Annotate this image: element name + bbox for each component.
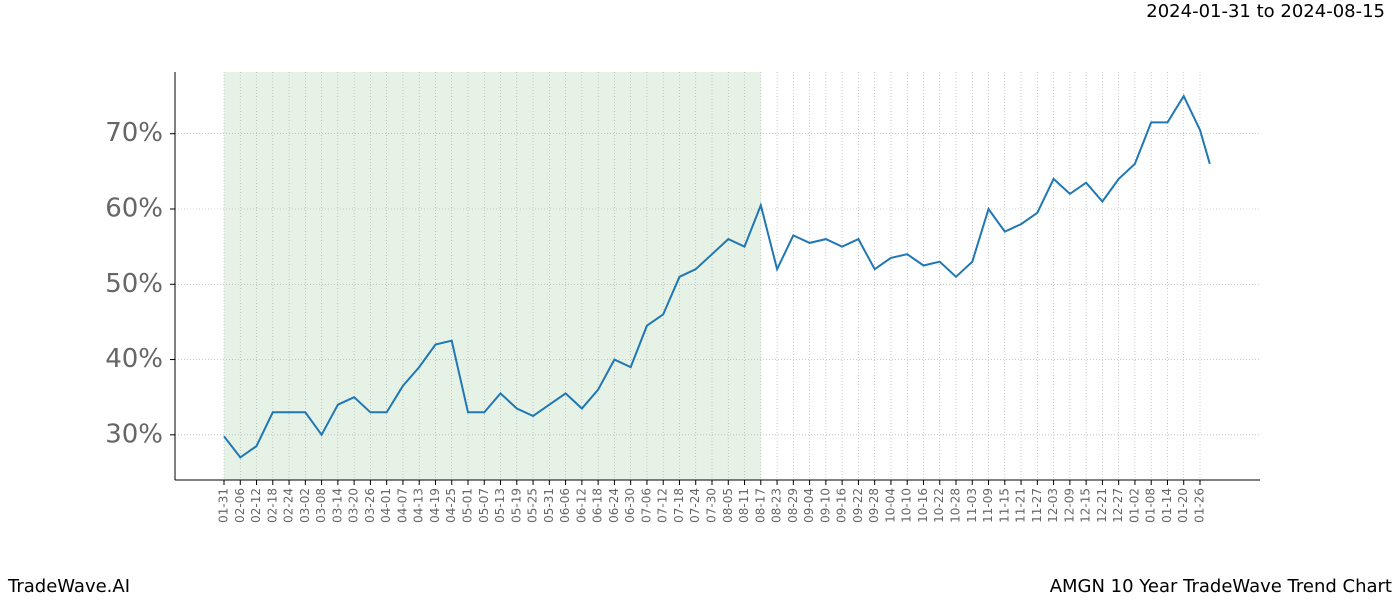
x-tick-label: 12-21 — [1095, 488, 1109, 523]
x-tick-label: 10-10 — [900, 488, 914, 523]
x-tick-label: 12-27 — [1111, 488, 1125, 523]
x-tick-label: 04-01 — [379, 488, 393, 523]
x-tick-label: 01-02 — [1127, 488, 1141, 523]
x-tick-label: 04-13 — [412, 488, 426, 523]
x-tick-label: 12-15 — [1079, 488, 1093, 523]
x-tick-label: 08-17 — [753, 488, 767, 523]
y-tick-label: 30% — [105, 419, 163, 449]
x-tick-label: 11-21 — [1014, 488, 1028, 523]
x-tick-label: 09-16 — [835, 488, 849, 523]
x-tick-label: 02-12 — [249, 488, 263, 523]
x-tick-label: 08-23 — [770, 488, 784, 523]
x-tick-label: 08-05 — [721, 488, 735, 523]
x-tick-label: 05-07 — [477, 488, 491, 523]
y-tick-label: 70% — [105, 118, 163, 148]
x-tick-label: 03-02 — [298, 488, 312, 523]
x-tick-label: 09-22 — [851, 488, 865, 523]
x-tick-label: 04-19 — [428, 488, 442, 523]
x-tick-label: 10-04 — [883, 488, 897, 523]
x-tick-label: 06-12 — [574, 488, 588, 523]
x-tick-label: 10-28 — [949, 488, 963, 523]
x-tick-label: 02-18 — [265, 488, 279, 523]
y-tick-label: 60% — [105, 194, 163, 224]
x-tick-label: 05-31 — [542, 488, 556, 523]
y-tick-label: 40% — [105, 344, 163, 374]
x-tick-label: 06-06 — [558, 488, 572, 523]
x-tick-label: 07-18 — [672, 488, 686, 523]
x-tick-label: 05-19 — [509, 488, 523, 523]
x-tick-label: 11-27 — [1030, 488, 1044, 523]
x-tick-label: 03-14 — [330, 488, 344, 523]
x-tick-label: 11-09 — [981, 488, 995, 523]
x-tick-label: 08-29 — [786, 488, 800, 523]
x-tick-label: 04-25 — [444, 488, 458, 523]
x-tick-label: 07-12 — [656, 488, 670, 523]
x-tick-label: 01-26 — [1193, 488, 1207, 523]
x-tick-label: 03-08 — [314, 488, 328, 523]
x-tick-label: 09-10 — [818, 488, 832, 523]
footer-right: AMGN 10 Year TradeWave Trend Chart — [1050, 576, 1392, 597]
x-tick-label: 10-16 — [916, 488, 930, 523]
x-tick-label: 11-03 — [965, 488, 979, 523]
x-tick-label: 06-30 — [623, 488, 637, 523]
x-tick-label: 12-09 — [1062, 488, 1076, 523]
x-tick-label: 08-11 — [737, 488, 751, 523]
y-tick-label: 50% — [105, 269, 163, 299]
trend-line — [223, 94, 1211, 459]
x-tick-label: 03-20 — [347, 488, 361, 523]
chart-title: 2024-01-31 to 2024-08-15 — [1146, 1, 1385, 22]
x-tick-label: 01-14 — [1160, 488, 1174, 523]
x-tick-label: 05-13 — [493, 488, 507, 523]
x-tick-label: 09-28 — [867, 488, 881, 523]
x-tick-label: 07-06 — [639, 488, 653, 523]
x-tick-label: 07-30 — [705, 488, 719, 523]
x-tick-label: 09-04 — [802, 488, 816, 523]
highlight-region — [224, 72, 761, 480]
x-tick-label: 06-18 — [591, 488, 605, 523]
x-tick-label: 04-07 — [395, 488, 409, 523]
x-tick-label: 01-20 — [1176, 488, 1190, 523]
x-tick-label: 07-24 — [688, 488, 702, 523]
x-tick-label: 06-24 — [607, 488, 621, 523]
footer-left: TradeWave.AI — [7, 576, 130, 597]
x-tick-label: 12-03 — [1046, 488, 1060, 523]
x-tick-label: 02-24 — [282, 488, 296, 523]
x-tick-label: 11-15 — [997, 488, 1011, 523]
x-tick-label: 02-06 — [233, 488, 247, 523]
x-tick-label: 05-01 — [461, 488, 475, 523]
x-tick-label: 10-22 — [932, 488, 946, 523]
x-tick-label: 05-25 — [526, 488, 540, 523]
x-tick-label: 03-26 — [363, 488, 377, 523]
x-tick-label: 01-08 — [1144, 488, 1158, 523]
x-tick-label: 01-31 — [217, 488, 231, 523]
